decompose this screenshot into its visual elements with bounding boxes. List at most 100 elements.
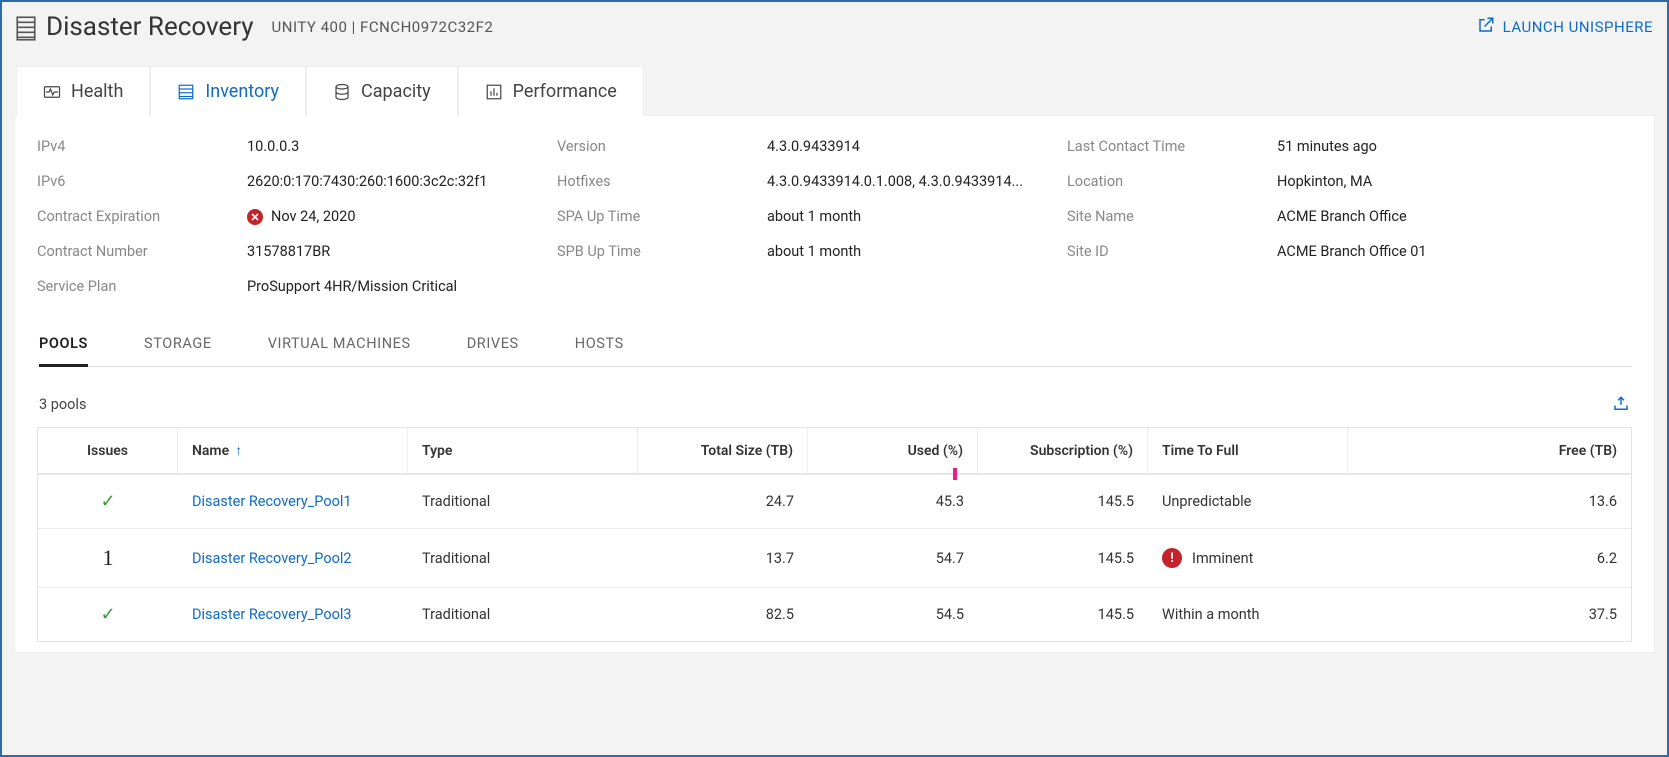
cell-subscription: 145.5	[978, 529, 1148, 587]
info-value: ACME Branch Office	[1277, 208, 1537, 225]
pool-link[interactable]: Disaster Recovery_Pool1	[192, 493, 352, 510]
cell-free: 37.5	[1348, 588, 1631, 641]
cell-type: Traditional	[408, 475, 638, 528]
tab-capacity[interactable]: Capacity	[306, 66, 458, 116]
tab-inventory[interactable]: Inventory	[150, 66, 306, 116]
cell-type: Traditional	[408, 529, 638, 587]
export-icon[interactable]	[1612, 395, 1630, 413]
info-label	[557, 278, 757, 295]
error-icon	[247, 209, 263, 225]
info-label: Site Name	[1067, 208, 1267, 225]
subtab-hosts[interactable]: HOSTS	[575, 325, 624, 366]
cell-name: Disaster Recovery_Pool3	[178, 588, 408, 641]
table-toolbar: 3 pools	[37, 367, 1632, 427]
info-value: ACME Branch Office 01	[1277, 243, 1537, 260]
table-row: 1 Disaster Recovery_Pool2 Traditional13.75…	[38, 528, 1631, 587]
main-tabs: Health Inventory Capacity Performance	[14, 66, 1655, 116]
column-header-ttf[interactable]: Time To Full	[1148, 428, 1348, 473]
info-value: 31578817BR	[247, 243, 547, 260]
warning-icon: !	[1162, 548, 1182, 568]
column-header-issues[interactable]: Issues	[38, 428, 178, 473]
sub-tabs: POOLS STORAGE VIRTUAL MACHINES DRIVES HOSTS	[37, 325, 1632, 367]
launch-unisphere-link[interactable]: LAUNCH UNISPHERE	[1477, 16, 1653, 38]
cell-subscription: 145.5	[978, 588, 1148, 641]
tab-performance[interactable]: Performance	[458, 66, 644, 116]
info-value: 10.0.0.3	[247, 138, 547, 155]
info-value: Nov 24, 2020	[247, 208, 547, 225]
info-value: 4.3.0.9433914.0.1.008, 4.3.0.9433914...	[767, 173, 1057, 190]
threshold-tick-icon	[953, 468, 957, 480]
pool-link[interactable]: Disaster Recovery_Pool3	[192, 606, 352, 623]
column-header-sub[interactable]: Subscription (%)	[978, 428, 1148, 473]
subtab-vms[interactable]: VIRTUAL MACHINES	[268, 325, 411, 366]
tab-label: Performance	[513, 81, 617, 102]
info-label: Service Plan	[37, 278, 237, 295]
info-value: ProSupport 4HR/Mission Critical	[247, 278, 547, 295]
cell-used: 54.7	[808, 529, 978, 587]
info-label: SPB Up Time	[557, 243, 757, 260]
cell-free: 6.2	[1348, 529, 1631, 587]
launch-unisphere-label: LAUNCH UNISPHERE	[1503, 18, 1653, 36]
heartbeat-icon	[43, 83, 61, 101]
cell-used: 54.5	[808, 588, 978, 641]
info-label: Site ID	[1067, 243, 1267, 260]
info-label: Hotfixes	[557, 173, 757, 190]
pools-count: 3 pools	[39, 396, 86, 413]
tab-health[interactable]: Health	[16, 66, 150, 116]
info-label: IPv6	[37, 173, 237, 190]
tab-label: Inventory	[205, 81, 279, 102]
cell-total: 24.7	[638, 475, 808, 528]
info-label: Version	[557, 138, 757, 155]
tab-label: Capacity	[361, 81, 431, 102]
issue-count: 1	[103, 545, 114, 571]
info-label: SPA Up Time	[557, 208, 757, 225]
info-value: about 1 month	[767, 243, 1057, 260]
system-model: UNITY 400	[272, 18, 348, 36]
pool-link[interactable]: Disaster Recovery_Pool2	[192, 550, 352, 567]
column-header-type[interactable]: Type	[408, 428, 638, 473]
inventory-panel: IPv410.0.0.3Version4.3.0.9433914Last Con…	[14, 115, 1655, 653]
cell-time-to-full: Unpredictable	[1148, 475, 1348, 528]
column-header-used[interactable]: Used (%)	[808, 428, 978, 473]
info-label: Last Contact Time	[1067, 138, 1267, 155]
system-serial: FCNCH0972C32F2	[360, 18, 493, 36]
column-header-free[interactable]: Free (TB)	[1348, 428, 1631, 473]
system-model-serial: UNITY 400 | FCNCH0972C32F2	[272, 18, 494, 36]
cell-time-to-full: !Imminent	[1148, 529, 1348, 587]
subtab-drives[interactable]: DRIVES	[467, 325, 519, 366]
subtab-storage[interactable]: STORAGE	[144, 325, 212, 366]
cell-free: 13.6	[1348, 475, 1631, 528]
info-grid: IPv410.0.0.3Version4.3.0.9433914Last Con…	[37, 138, 1632, 295]
column-header-total[interactable]: Total Size (TB)	[638, 428, 808, 473]
table-header-row: IssuesName↑TypeTotal Size (TB)Used (%)Su…	[38, 428, 1631, 474]
cell-time-to-full: Within a month	[1148, 588, 1348, 641]
check-icon: ✓	[100, 491, 115, 512]
subtab-pools[interactable]: POOLS	[39, 325, 88, 367]
table-row: ✓ Disaster Recovery_Pool3 Traditional82.55…	[38, 587, 1631, 641]
cell-subscription: 145.5	[978, 475, 1148, 528]
cell-issues: ✓	[38, 475, 178, 528]
column-header-name[interactable]: Name↑	[178, 428, 408, 473]
cell-issues: 1	[38, 529, 178, 587]
cell-total: 82.5	[638, 588, 808, 641]
info-value	[767, 278, 1057, 295]
info-label: Contract Expiration	[37, 208, 237, 225]
table-row: ✓ Disaster Recovery_Pool1 Traditional24.74…	[38, 474, 1631, 528]
info-value: Hopkinton, MA	[1277, 173, 1537, 190]
db-icon	[333, 83, 351, 101]
page-title: Disaster Recovery	[46, 12, 254, 42]
info-label: Location	[1067, 173, 1267, 190]
cell-type: Traditional	[408, 588, 638, 641]
info-value: 2620:0:170:7430:260:1600:3c2c:32f1	[247, 173, 547, 190]
app-frame: Disaster Recovery UNITY 400 | FCNCH0972C…	[0, 0, 1669, 757]
list-icon	[177, 83, 195, 101]
cell-used: 45.3	[808, 475, 978, 528]
cell-name: Disaster Recovery_Pool2	[178, 529, 408, 587]
bars-icon	[485, 83, 503, 101]
page-header: Disaster Recovery UNITY 400 | FCNCH0972C…	[14, 8, 1655, 66]
info-label: IPv4	[37, 138, 237, 155]
cell-name: Disaster Recovery_Pool1	[178, 475, 408, 528]
info-value	[1277, 278, 1537, 295]
cell-total: 13.7	[638, 529, 808, 587]
cell-issues: ✓	[38, 588, 178, 641]
